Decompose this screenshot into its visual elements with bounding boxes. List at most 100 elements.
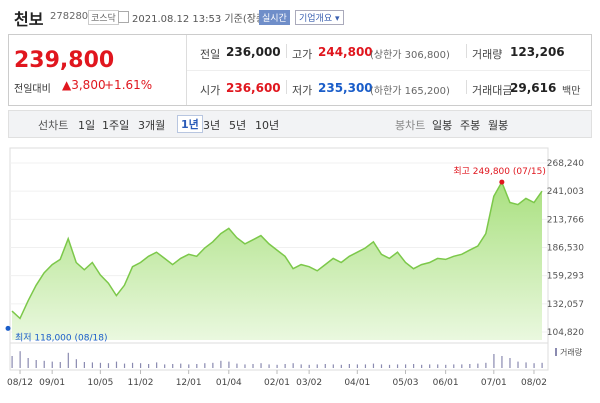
x-tick-label: 06/01 xyxy=(433,378,459,388)
min-dot xyxy=(5,325,11,331)
company-info: 기업개요 xyxy=(299,14,333,24)
quote-value: 236,000 xyxy=(226,45,281,59)
change-pct: +1.61% xyxy=(104,78,153,92)
volume-bar xyxy=(11,356,13,368)
y-tick-label: 241,003 xyxy=(547,187,584,197)
quote-box xyxy=(8,34,592,106)
candle-tab[interactable]: 주봉 xyxy=(460,119,481,132)
quote-label: 거래대금 xyxy=(472,84,513,97)
period-label: 선차트 xyxy=(38,119,69,132)
volume-bar xyxy=(356,364,359,368)
x-tick-label: 08/02 xyxy=(521,378,547,388)
period-tab[interactable]: 3개월 xyxy=(138,119,166,132)
volume-bar xyxy=(453,364,455,368)
volume-bar xyxy=(196,364,198,368)
volume-bar xyxy=(429,364,431,368)
volume-bar xyxy=(180,363,182,368)
candle-tab[interactable]: 월봉 xyxy=(488,119,509,132)
x-tick-label: 01/04 xyxy=(216,378,242,388)
y-tick-label: 186,530 xyxy=(547,244,584,254)
quote-label: 저가 xyxy=(292,84,313,97)
volume-bar xyxy=(212,362,214,368)
quote-label: 전일 xyxy=(200,48,221,61)
volume-bar xyxy=(308,364,310,368)
volume-bar xyxy=(244,364,246,368)
realtime-badge[interactable]: 실시간 xyxy=(259,10,290,25)
max-label: 최고 249,800 (07/15) xyxy=(453,166,545,177)
volume-bar xyxy=(204,363,206,368)
volume-bar xyxy=(525,362,527,368)
volume-bar xyxy=(292,363,294,368)
volume-bar xyxy=(485,362,487,368)
volume-bar xyxy=(252,364,254,368)
change-label: 전일대비 xyxy=(14,84,51,95)
volume-bar xyxy=(27,358,29,368)
volume-bar xyxy=(188,364,190,368)
candle-label: 봉차트 xyxy=(395,119,426,132)
period-bar xyxy=(8,110,592,138)
volume-bar xyxy=(332,364,334,368)
volume-bar xyxy=(228,361,230,368)
volume-bar xyxy=(340,364,342,368)
quote-value: 235,300 xyxy=(318,81,373,95)
quote-value: 123,206 xyxy=(510,45,565,59)
volume-bar xyxy=(59,362,61,368)
max-dot xyxy=(499,179,505,185)
volume-bar xyxy=(533,363,535,368)
divider xyxy=(466,44,467,58)
price-line xyxy=(11,180,543,320)
volume-bar xyxy=(364,364,367,368)
candle-tab[interactable]: 일봉 xyxy=(432,119,453,132)
x-tick-label: 05/03 xyxy=(393,378,419,388)
divider xyxy=(286,44,287,58)
volume-bar xyxy=(99,362,102,368)
volume-bar xyxy=(139,363,142,368)
volume-bar xyxy=(348,364,350,368)
quote-value: 244,800 xyxy=(318,45,373,59)
quote-value: 29,616 xyxy=(510,81,557,95)
volume-bar xyxy=(148,364,150,368)
x-tick-label: 04/01 xyxy=(344,378,370,388)
volume-bar xyxy=(469,364,471,368)
period-tab[interactable]: 10년 xyxy=(255,119,280,132)
volume-bar xyxy=(437,364,439,368)
volume-bar xyxy=(501,356,503,368)
quote-label: 고가 xyxy=(292,48,313,61)
divider xyxy=(187,70,590,71)
volume-label: 거래량 xyxy=(560,347,583,357)
volume-bar xyxy=(477,363,479,368)
quote-label: 거래량 xyxy=(472,48,503,61)
divider xyxy=(466,80,467,94)
volume-bar xyxy=(445,364,447,368)
x-tick-label: 08/12 xyxy=(7,378,33,388)
period-tab[interactable]: 3년 xyxy=(203,119,221,132)
x-tick-label: 07/01 xyxy=(481,378,507,388)
volume-bar xyxy=(316,364,318,368)
period-tab[interactable]: 1년 xyxy=(177,115,203,133)
divider xyxy=(286,80,287,94)
volume-bar xyxy=(51,361,53,368)
volume-bar xyxy=(493,354,495,368)
volume-bar xyxy=(421,364,423,368)
change: ▲3,800 xyxy=(62,78,106,92)
area xyxy=(12,182,542,340)
quote-note: (하한가 165,200) xyxy=(370,86,450,97)
volume-bar xyxy=(67,352,69,368)
volume-bar xyxy=(300,364,302,368)
period-tab[interactable]: 5년 xyxy=(229,119,247,132)
market-badge: 코스닥 xyxy=(88,10,119,25)
volume-bar xyxy=(131,362,134,368)
volume-bar xyxy=(91,362,94,368)
min-label: 최저 118,000 (08/18) xyxy=(15,332,107,343)
x-tick-label: 02/01 xyxy=(264,378,290,388)
company-info-button[interactable]: 기업개요 ▾ xyxy=(295,10,344,25)
volume-bar xyxy=(509,358,511,368)
volume-bar xyxy=(517,361,519,368)
volume-bar xyxy=(115,361,118,368)
volume-bar xyxy=(83,362,85,368)
period-tab[interactable]: 1주일 xyxy=(102,119,130,132)
quote-value: 236,600 xyxy=(226,81,281,95)
period-tab[interactable]: 1일 xyxy=(78,119,96,132)
stock-name: 천보 xyxy=(14,10,44,29)
